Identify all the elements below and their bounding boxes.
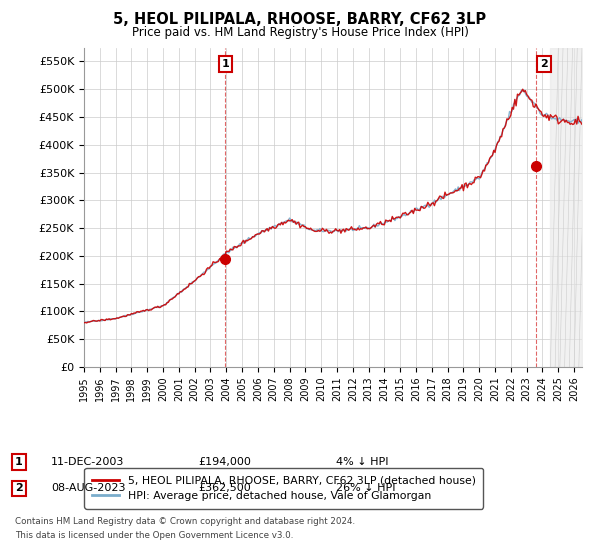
Text: 1: 1 xyxy=(221,59,229,69)
Text: Price paid vs. HM Land Registry's House Price Index (HPI): Price paid vs. HM Land Registry's House … xyxy=(131,26,469,39)
Text: 11-DEC-2003: 11-DEC-2003 xyxy=(51,457,124,467)
Text: 1: 1 xyxy=(15,457,23,467)
Text: 2: 2 xyxy=(15,483,23,493)
Text: 26% ↓ HPI: 26% ↓ HPI xyxy=(336,483,395,493)
Legend: 5, HEOL PILIPALA, RHOOSE, BARRY, CF62 3LP (detached house), HPI: Average price, : 5, HEOL PILIPALA, RHOOSE, BARRY, CF62 3L… xyxy=(85,468,484,508)
Text: £362,500: £362,500 xyxy=(198,483,251,493)
Text: 08-AUG-2023: 08-AUG-2023 xyxy=(51,483,125,493)
Text: Contains HM Land Registry data © Crown copyright and database right 2024.: Contains HM Land Registry data © Crown c… xyxy=(15,516,355,526)
Text: This data is licensed under the Open Government Licence v3.0.: This data is licensed under the Open Gov… xyxy=(15,531,293,540)
Text: 5, HEOL PILIPALA, RHOOSE, BARRY, CF62 3LP: 5, HEOL PILIPALA, RHOOSE, BARRY, CF62 3L… xyxy=(113,12,487,27)
Text: 4% ↓ HPI: 4% ↓ HPI xyxy=(336,457,389,467)
Text: £194,000: £194,000 xyxy=(198,457,251,467)
Text: 2: 2 xyxy=(540,59,548,69)
